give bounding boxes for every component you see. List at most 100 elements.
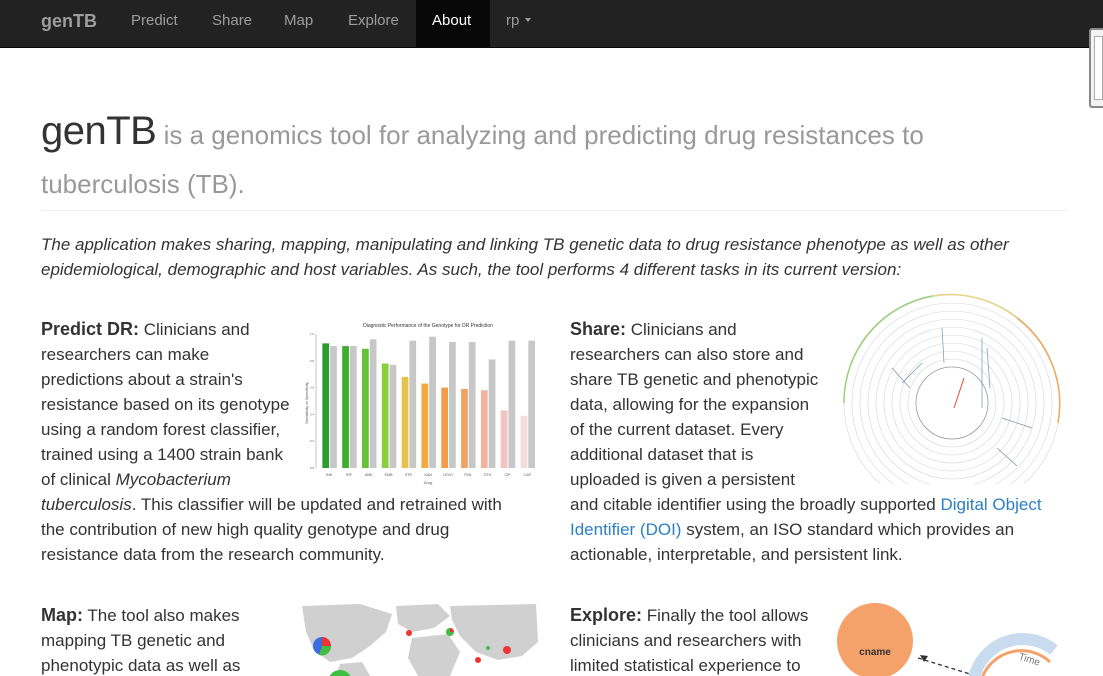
explore-heading: Explore: (570, 605, 643, 625)
predict-line: resistance based on its genotype (41, 395, 290, 414)
predict-line: the contribution of new high quality gen… (41, 520, 450, 539)
circular-phylogeny-figure (843, 293, 1061, 484)
chart-x-tick-label: AMK (365, 473, 373, 477)
tree-arc-green (843, 295, 933, 404)
chart-bar-specificity (429, 336, 436, 468)
chart-x-tick-label: ETH (484, 473, 492, 477)
side-scroll-handle[interactable] (1089, 28, 1103, 108)
explore-section: Explore: Finally the tool allows clinici… (570, 603, 840, 676)
tree-arc-yellow (931, 293, 1018, 319)
species-name: tuberculosis (41, 495, 132, 514)
chart-bar-specificity (488, 359, 496, 468)
chart-bar-sensitivity (500, 410, 508, 468)
page-header: genTB is a genomics tool for analyzing a… (41, 111, 1067, 211)
share-line: share TB genetic and phenotypic (570, 370, 819, 389)
node-cname (837, 603, 913, 676)
map-line: The tool also makes (83, 606, 240, 625)
chart-x-tick-label: LEVO (443, 473, 453, 477)
tree-arc-orange (1016, 317, 1061, 424)
brand-link[interactable]: genTB (41, 11, 97, 31)
chart-bar-specificity (409, 340, 417, 468)
tree-rings (843, 294, 1061, 484)
nav-explore[interactable]: Explore (348, 12, 399, 29)
node-label: cname (859, 647, 891, 658)
network-figure: cname Time (837, 603, 1058, 676)
predict-line: resistance data from the research commun… (41, 545, 385, 564)
time-arc (968, 633, 1058, 676)
chart-x-tick-label: INH (326, 473, 333, 477)
predict-line: of clinical (41, 470, 116, 489)
chart-x-label: Drug (424, 480, 433, 485)
map-land-africa (408, 634, 460, 676)
doi-link-cont[interactable]: Identifier (DOI) (570, 520, 682, 539)
share-line: additional dataset that is (570, 445, 754, 464)
predict-line: researchers can make (41, 345, 210, 364)
share-heading: Share: (570, 319, 627, 339)
intro-paragraph: The application makes sharing, mapping, … (41, 235, 1009, 279)
nav-map[interactable]: Map (284, 12, 314, 29)
nav-share[interactable]: Share (212, 12, 253, 29)
predict-section: Predict DR: Clinicians and researchers c… (41, 317, 531, 567)
map-section: Map: The tool also makes mapping TB gene… (41, 603, 301, 676)
chart-bar-sensitivity (441, 387, 449, 468)
nav-about[interactable]: About (416, 0, 490, 48)
map-line: mapping TB genetic and (41, 631, 225, 650)
share-line: actionable, interpretable, and persisten… (570, 545, 903, 564)
chart-x-tick-label: EMB (385, 473, 393, 477)
side-handle-inner (1094, 36, 1103, 100)
nav-predict[interactable]: Predict (131, 12, 178, 29)
share-line: data, allowing for the expansion (570, 395, 810, 414)
map-land-asia (450, 604, 538, 660)
map-pies (313, 628, 511, 676)
chart-x-tick-label: CIP (504, 473, 511, 477)
chart-bar-sensitivity (461, 388, 468, 468)
chart-bar-specificity (468, 342, 476, 468)
tree-branches (891, 327, 1033, 467)
edge-dashed (917, 657, 971, 675)
chart-bar-sensitivity (322, 343, 330, 468)
explore-line: clinicians and researchers with (570, 631, 802, 650)
doi-link[interactable]: Digital Object (940, 495, 1042, 514)
share-line: of the current dataset. Every (570, 420, 784, 439)
share-line: uploaded is given a persistent (570, 470, 795, 489)
title-tagline-2: tuberculosis (TB). (41, 169, 245, 199)
predict-heading: Predict DR: (41, 319, 140, 339)
chart-y-label: Sensitivity or Specificity (304, 382, 309, 424)
chart-y-tick-label: 0.2 (310, 439, 315, 443)
map-line: phenotypic data as well as (41, 656, 241, 675)
chart-y-tick-label: 0.8 (310, 359, 315, 363)
share-section: Share: Clinicians and researchers can al… (570, 317, 1070, 567)
share-line: and citable identifier using the broadly… (570, 495, 941, 514)
top-navbar: genTB Predict Share Map Explore About rp (0, 0, 1103, 48)
share-line: system, an ISO standard which provides a… (681, 520, 1015, 539)
chart-bar-specificity (449, 342, 456, 468)
chart-title: Diagnostic Performance of the Genotype f… (363, 323, 493, 329)
species-name: Mycobacterium (115, 470, 231, 489)
chart-x-tick-label: KAN (425, 473, 433, 477)
share-line: Clinicians and (626, 320, 737, 339)
predict-line: using a random forest classifier, (41, 420, 281, 439)
chart-bar-specificity (330, 346, 337, 468)
chart-bar-specificity (349, 346, 357, 468)
chart-y-tick-label: 0.6 (310, 386, 315, 390)
chart-bar-specificity (389, 364, 397, 468)
explore-line: limited statistical experience to (570, 656, 801, 675)
explore-line: Finally the tool allows (642, 606, 809, 625)
title-brand: genTB (41, 109, 157, 153)
predict-line: predictions about a strain's (41, 370, 243, 389)
chart-bar-sensitivity (480, 390, 488, 468)
predict-line: Clinicians and (139, 320, 250, 339)
page-title: genTB is a genomics tool for analyzing a… (41, 111, 1067, 156)
chart-bar-specificity (528, 340, 536, 468)
chart-bar-specificity (369, 339, 377, 468)
title-tagline-1: is a genomics tool for analyzing and pre… (156, 120, 924, 150)
chart-bar-sensitivity (421, 383, 429, 468)
chart-x-tick-label: PZA (464, 473, 472, 477)
user-name: rp (506, 12, 520, 29)
diagnostic-performance-chart: Diagnostic Performance of the Genotype f… (304, 323, 536, 485)
nav-user-dropdown[interactable]: rp (506, 0, 532, 48)
edge-arrow-icon (920, 655, 928, 662)
predict-line: . This classifier will be updated and re… (131, 495, 502, 514)
caret-down-icon (525, 18, 532, 23)
chart-y-tick-label: 1.0 (310, 332, 315, 336)
